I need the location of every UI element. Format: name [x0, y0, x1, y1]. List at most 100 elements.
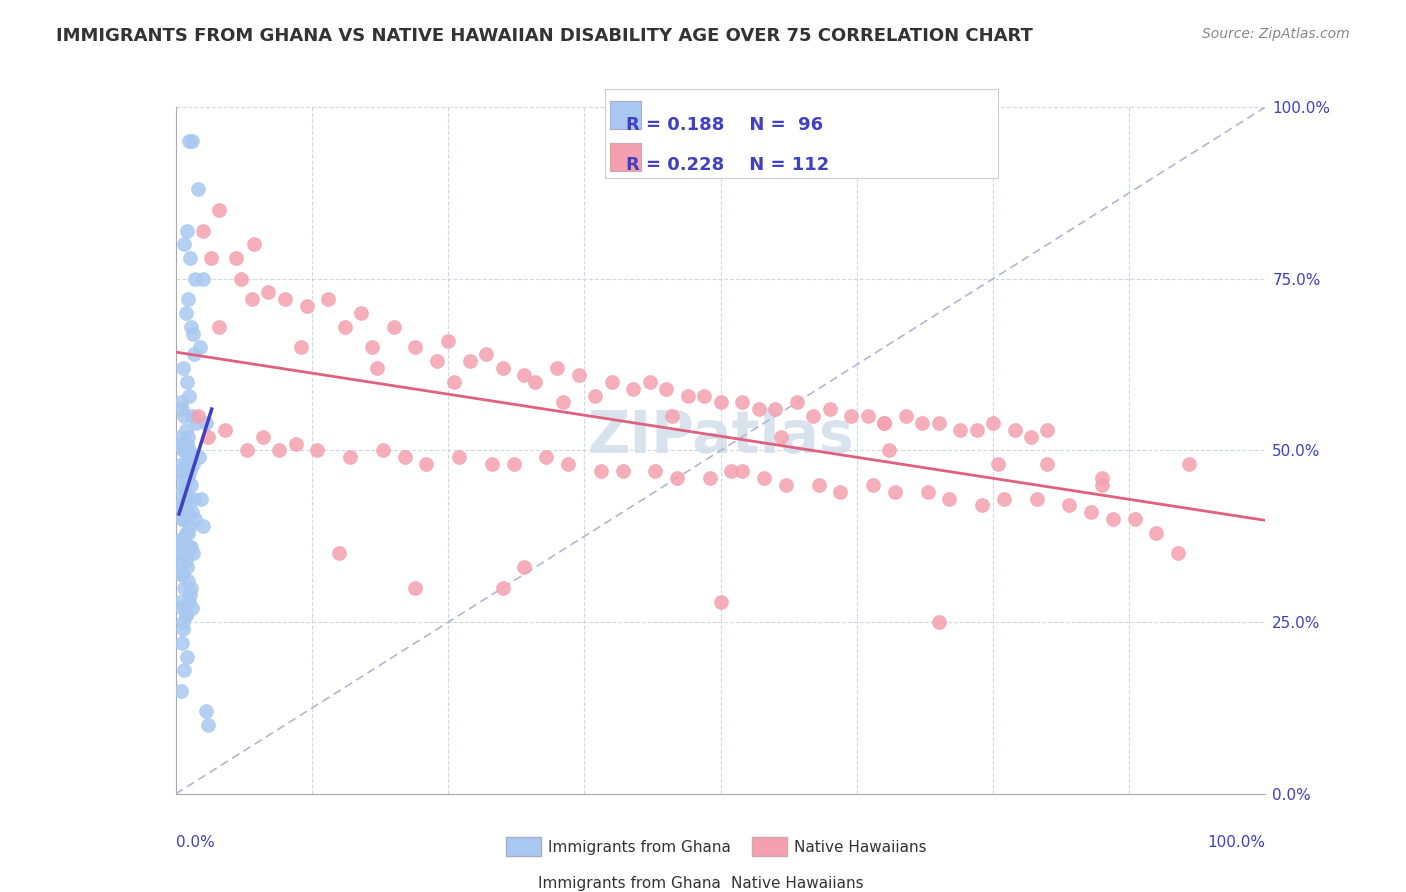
Point [1036, 423, 1059, 437]
Point [172, 601, 194, 615]
Point [172, 402, 194, 417]
Text: 0.0%: 0.0% [176, 835, 215, 850]
Point [170, 464, 193, 478]
Point [437, 334, 460, 348]
Point [173, 478, 195, 492]
Point [235, 443, 257, 458]
Point [818, 402, 841, 417]
Point [180, 319, 202, 334]
Point [186, 409, 209, 424]
Point [167, 560, 190, 574]
Point [172, 484, 194, 499]
Text: Immigrants from Ghana: Immigrants from Ghana [548, 840, 731, 855]
Point [443, 375, 465, 389]
Point [174, 306, 197, 320]
Point [181, 326, 204, 341]
Point [307, 443, 329, 458]
Point [257, 285, 280, 300]
Point [879, 443, 901, 458]
Point [763, 402, 786, 417]
Point [328, 546, 350, 561]
Point [167, 546, 190, 561]
Point [183, 347, 205, 361]
Point [173, 443, 195, 458]
Point [173, 499, 195, 513]
Point [170, 533, 193, 547]
Point [1004, 423, 1026, 437]
Point [172, 533, 194, 547]
Point [546, 361, 568, 376]
Point [333, 319, 356, 334]
Point [184, 512, 207, 526]
Point [191, 519, 214, 533]
Point [748, 402, 770, 417]
Point [786, 395, 808, 409]
Point [841, 409, 863, 424]
Point [167, 436, 190, 450]
Text: R = 0.228    N = 112: R = 0.228 N = 112 [626, 156, 830, 174]
Point [993, 491, 1015, 506]
Point [1059, 499, 1081, 513]
Point [176, 224, 198, 238]
Point [290, 340, 312, 354]
Point [534, 450, 557, 465]
Point [177, 430, 200, 444]
Point [177, 293, 200, 307]
Point [181, 134, 204, 148]
Point [551, 395, 574, 409]
Point [638, 375, 661, 389]
Point [177, 525, 200, 540]
Point [405, 340, 427, 354]
Point [170, 567, 193, 582]
Point [600, 375, 623, 389]
Point [177, 134, 200, 148]
Point [987, 457, 1010, 471]
Point [180, 540, 202, 554]
Point [180, 478, 202, 492]
Point [938, 491, 960, 506]
Point [481, 457, 503, 471]
Point [252, 430, 274, 444]
Point [731, 464, 754, 478]
Point [181, 450, 204, 465]
Text: Source: ZipAtlas.com: Source: ZipAtlas.com [1202, 27, 1350, 41]
Point [174, 608, 197, 623]
Point [214, 423, 236, 437]
Point [177, 594, 200, 608]
Point [361, 340, 384, 354]
Point [172, 636, 194, 650]
Point [426, 354, 449, 368]
Point [693, 388, 716, 402]
Point [862, 478, 884, 492]
Point [884, 484, 907, 499]
Point [174, 484, 197, 499]
Point [492, 361, 515, 376]
Point [174, 525, 197, 540]
Point [661, 409, 683, 424]
Point [318, 293, 340, 307]
Point [524, 375, 547, 389]
Point [172, 622, 194, 636]
Text: 100.0%: 100.0% [1208, 835, 1265, 850]
Point [981, 416, 1004, 430]
Point [169, 499, 191, 513]
Point [568, 368, 591, 382]
Point [371, 443, 394, 458]
Point [181, 546, 204, 561]
Point [172, 471, 194, 485]
Point [177, 443, 200, 458]
Point [172, 615, 194, 630]
Point [1019, 430, 1042, 444]
Point [169, 594, 191, 608]
Point [966, 423, 988, 437]
Point [1102, 512, 1125, 526]
Point [169, 567, 191, 582]
Point [177, 540, 200, 554]
Point [856, 409, 879, 424]
Point [830, 484, 852, 499]
Point [173, 663, 195, 677]
Point [179, 251, 201, 265]
Point [1178, 457, 1201, 471]
Point [917, 484, 939, 499]
Point [949, 423, 972, 437]
